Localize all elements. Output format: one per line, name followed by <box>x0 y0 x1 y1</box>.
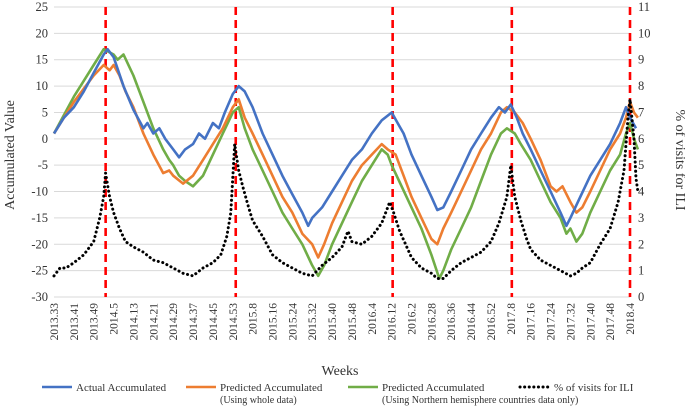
left-tick-label: -5 <box>38 158 48 172</box>
right-tick-label: 2 <box>638 237 644 251</box>
x-tick-label: 2016.2 <box>407 303 419 335</box>
right-tick-label: 0 <box>638 290 644 304</box>
legend-label: Predicted Accumulated <box>220 382 323 394</box>
x-tick-label: 2014.13 <box>128 303 140 341</box>
right-tick-label: 3 <box>638 211 644 225</box>
legend-label: Predicted Accumulated <box>382 382 485 394</box>
x-tick-label: 2017.40 <box>585 303 597 341</box>
legend-label: Actual Accumulated <box>76 382 167 394</box>
x-tick-label: 2013.49 <box>89 303 101 341</box>
x-tick-label: 2014.29 <box>168 303 180 341</box>
left-tick-label: 15 <box>36 53 49 67</box>
right-tick-label: 4 <box>638 185 645 199</box>
x-tick-label: 2017.8 <box>506 303 518 335</box>
legend-sublabel: (Using whole data) <box>220 395 297 406</box>
left-tick-label: 5 <box>42 105 48 119</box>
series-line <box>52 63 639 259</box>
x-tick-label: 2016.4 <box>367 303 379 335</box>
x-tick-label: 2014.5 <box>109 303 121 335</box>
legend: Actual Accumulated Predicted Accumulated(… <box>42 382 634 406</box>
x-tick-label: 2016.12 <box>387 303 399 341</box>
x-tick-label: 2015.8 <box>248 303 260 335</box>
x-tick-label: 2017.32 <box>565 303 577 341</box>
left-tick-label: -30 <box>31 290 48 304</box>
x-tick-label: 2016.44 <box>466 303 478 341</box>
right-tick-label: 11 <box>638 0 650 14</box>
gridlines <box>54 6 630 298</box>
left-tick-label: -15 <box>31 211 48 225</box>
x-tick-label: 2015.48 <box>347 303 359 341</box>
x-tick-label: 2015.16 <box>267 303 279 341</box>
x-tick-label: 2016.28 <box>426 303 438 341</box>
x-tick-label: 2018.4 <box>625 303 637 335</box>
right-tick-label: 6 <box>638 132 644 146</box>
x-tick-label: 2015.24 <box>287 303 299 341</box>
right-tick-label: 5 <box>638 158 644 172</box>
left-tick-label: 0 <box>42 132 48 146</box>
series-line <box>52 47 638 228</box>
x-axis-ticks: 2013.33 2013.41 2013.49 2014.5 2014.13 2014.2… <box>49 303 637 341</box>
x-tick-label: 2015.32 <box>307 303 319 341</box>
legend-label: % of visits for ILI <box>554 382 634 394</box>
series-lines <box>52 47 640 280</box>
series-line <box>52 97 640 280</box>
left-tick-label: 10 <box>36 79 49 93</box>
right-tick-label: 7 <box>638 105 644 119</box>
x-tick-label: 2014.53 <box>228 303 240 341</box>
right-tick-label: 8 <box>638 79 644 93</box>
x-tick-label: 2013.33 <box>49 303 61 341</box>
x-tick-label: 2013.41 <box>69 303 81 341</box>
left-tick-label: -25 <box>31 264 48 278</box>
left-axis-ticks: -30 -25 -20 -15 -10 -5 0 5 10 15 20 25 <box>31 0 48 304</box>
left-tick-label: 25 <box>36 0 49 14</box>
left-tick-label: -10 <box>31 185 48 199</box>
x-tick-label: 2016.36 <box>446 303 458 341</box>
x-axis-label: Weeks <box>322 364 359 379</box>
x-tick-label: 2014.45 <box>208 303 220 341</box>
y-axis-label-left: Accumulated Value <box>3 100 18 210</box>
x-tick-label: 2017.48 <box>605 303 617 341</box>
legend-sublabel: (Using Northern hemisphere countries dat… <box>382 395 578 406</box>
left-tick-label: 20 <box>36 26 49 40</box>
x-tick-label: 2017.24 <box>546 303 558 341</box>
x-tick-label: 2014.21 <box>148 303 160 341</box>
x-tick-label: 2016.52 <box>486 303 498 341</box>
x-tick-label: 2015.40 <box>327 303 339 341</box>
x-tick-label: 2014.37 <box>188 303 200 341</box>
x-tick-label: 2017.16 <box>526 303 538 341</box>
right-tick-label: 1 <box>638 264 644 278</box>
series-line <box>52 47 640 280</box>
left-tick-label: -20 <box>31 237 48 251</box>
right-tick-label: 10 <box>638 26 651 40</box>
right-tick-label: 9 <box>638 53 644 67</box>
right-axis-ticks: 0 1 2 3 4 5 6 7 8 9 10 11 <box>638 0 651 304</box>
y-axis-label-right: % of visits for ILI <box>672 109 685 210</box>
